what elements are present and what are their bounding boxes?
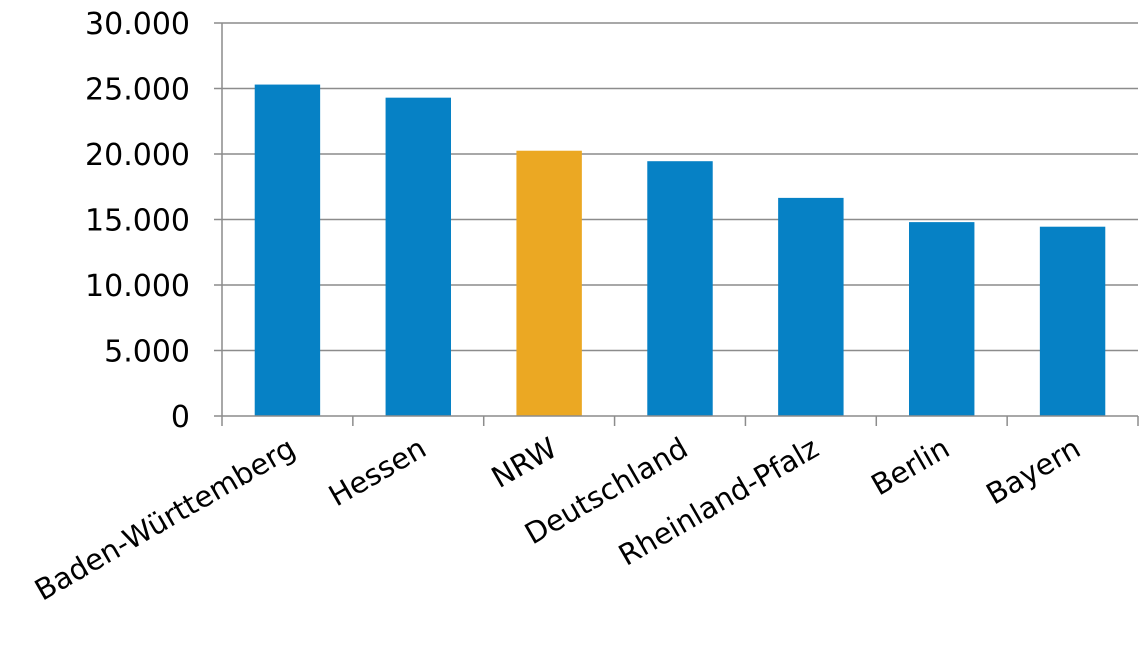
y-tick-label: 20.000: [85, 138, 190, 173]
y-tick-label: 30.000: [85, 7, 190, 42]
x-tick-label: NRW: [486, 431, 563, 495]
bar-hessen: [385, 97, 451, 417]
y-tick-label: 10.000: [85, 269, 190, 304]
x-tick-label: Baden-Württemberg: [29, 431, 301, 608]
bars: [254, 84, 1106, 417]
x-tick-label: Berlin: [865, 431, 955, 503]
bar-nrw: [516, 150, 582, 416]
y-tick-label: 0: [171, 400, 190, 435]
axes: [214, 23, 1139, 426]
bar-rheinland-pfalz: [778, 197, 844, 416]
y-tick-label: 15.000: [85, 204, 190, 239]
bar-berlin: [909, 222, 975, 416]
y-tick-label: 5.000: [104, 335, 190, 370]
bar-bayern: [1039, 226, 1106, 416]
x-tick-label: Hessen: [323, 431, 432, 513]
y-tick-label: 25.000: [85, 73, 190, 108]
bar-deutschland: [647, 161, 713, 416]
bar-baden-w-rttemberg: [254, 84, 321, 416]
x-tick-label: Bayern: [980, 431, 1086, 512]
